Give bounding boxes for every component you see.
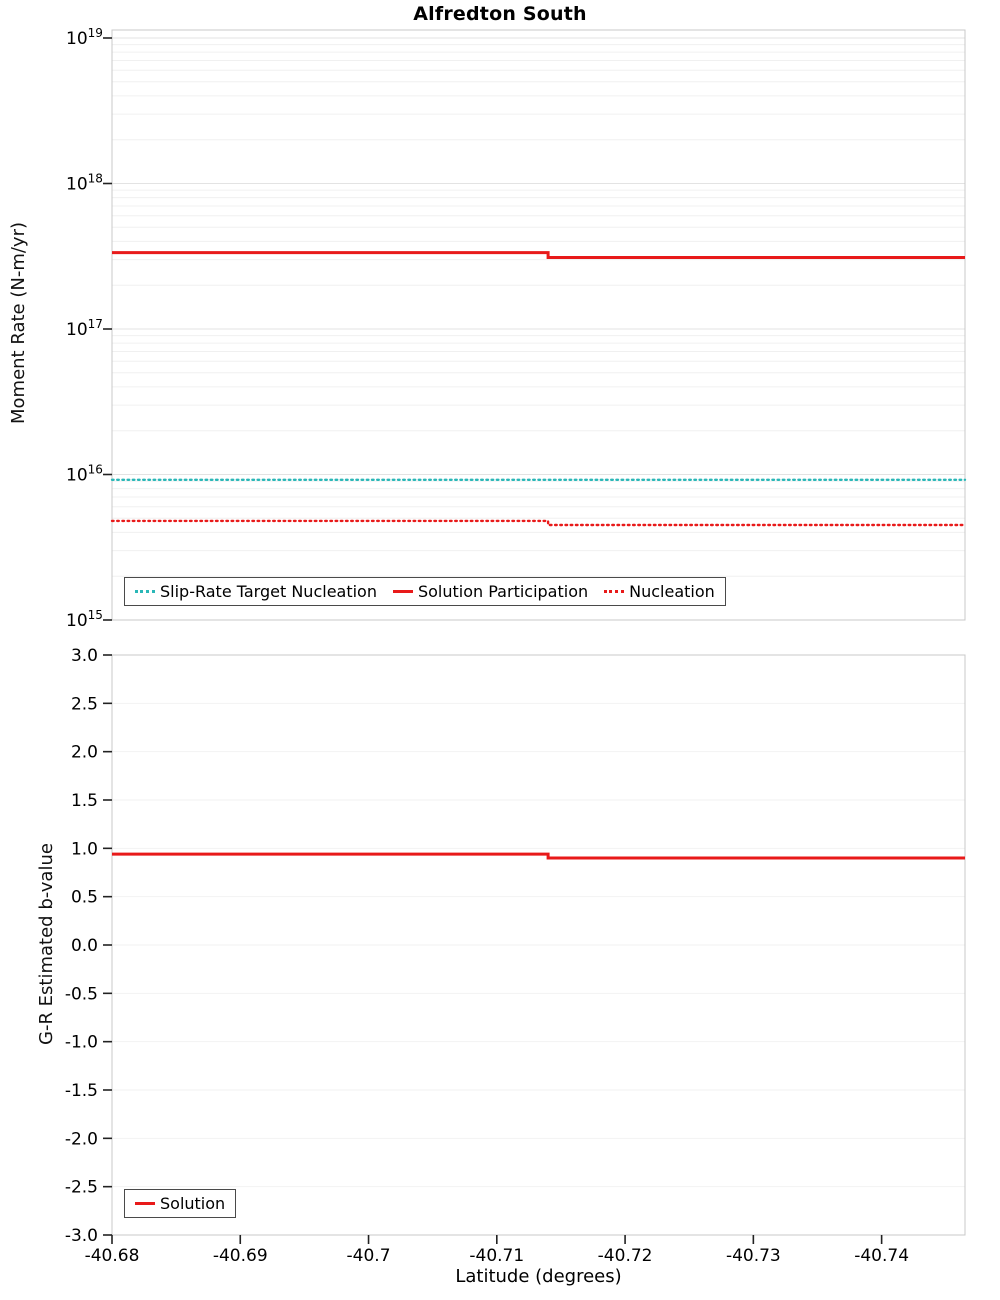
svg-text:-2.5: -2.5 <box>65 1178 98 1198</box>
legend-label: Nucleation <box>629 582 715 601</box>
svg-text:-40.74: -40.74 <box>854 1246 909 1266</box>
svg-text:-40.7: -40.7 <box>347 1246 391 1266</box>
svg-text:-40.68: -40.68 <box>85 1246 140 1266</box>
solid-line-sample <box>392 590 413 593</box>
dotted-line-sample <box>135 590 155 593</box>
legend-label: Slip-Rate Target Nucleation <box>160 582 377 601</box>
svg-text:-40.71: -40.71 <box>469 1246 524 1266</box>
svg-text:3.0: 3.0 <box>71 646 98 666</box>
svg-text:2.5: 2.5 <box>71 694 98 714</box>
b-value-legend: Solution <box>124 1189 237 1218</box>
legend-label: Solution Participation <box>417 582 589 601</box>
svg-text:1016: 1016 <box>66 463 103 486</box>
svg-text:2.0: 2.0 <box>71 743 98 763</box>
svg-text:0.5: 0.5 <box>71 888 98 908</box>
legend-entry-solution-participation: Solution Participation <box>392 582 589 601</box>
svg-text:-2.0: -2.0 <box>65 1129 98 1149</box>
moment-rate-chart: 1019 1018 1017 1016 1015 <box>66 26 967 631</box>
moment-rate-y-axis-label: Moment Rate (N-m/yr) <box>8 222 29 424</box>
chart-title: Alfredton South <box>413 3 587 25</box>
svg-text:1015: 1015 <box>66 608 103 631</box>
dotted-line-sample <box>604 590 625 593</box>
svg-text:-0.5: -0.5 <box>65 984 98 1004</box>
legend-entry-nucleation: Nucleation <box>604 582 715 601</box>
b-value-chart: 3.0 2.5 2.0 1.5 1.0 0.5 0.0 -0.5 -1.0 -1.5 -2.0 -2.… <box>65 646 966 1266</box>
svg-text:-40.72: -40.72 <box>598 1246 653 1266</box>
b-value-y-axis-label: G-R Estimated b-value <box>36 843 57 1045</box>
svg-text:-40.73: -40.73 <box>726 1246 781 1266</box>
svg-text:1017: 1017 <box>66 317 103 340</box>
solid-line-sample <box>135 1202 155 1205</box>
svg-text:1.0: 1.0 <box>71 839 98 859</box>
svg-text:1.5: 1.5 <box>71 791 98 811</box>
svg-text:-1.0: -1.0 <box>65 1033 98 1053</box>
svg-text:0.0: 0.0 <box>71 936 98 956</box>
svg-text:-1.5: -1.5 <box>65 1081 98 1101</box>
legend-label: Solution <box>160 1194 226 1213</box>
svg-text:-40.69: -40.69 <box>213 1246 268 1266</box>
latitude-x-axis-label: Latitude (degrees) <box>455 1266 622 1287</box>
legend-entry-slip-rate-target-nucleation: Slip-Rate Target Nucleation <box>135 582 377 601</box>
svg-text:1018: 1018 <box>66 172 103 195</box>
legend-entry-solution: Solution <box>135 1194 225 1213</box>
svg-text:1019: 1019 <box>66 26 103 49</box>
moment-rate-legend: Slip-Rate Target Nucleation Solution Par… <box>124 577 726 606</box>
svg-text:-3.0: -3.0 <box>65 1226 98 1246</box>
